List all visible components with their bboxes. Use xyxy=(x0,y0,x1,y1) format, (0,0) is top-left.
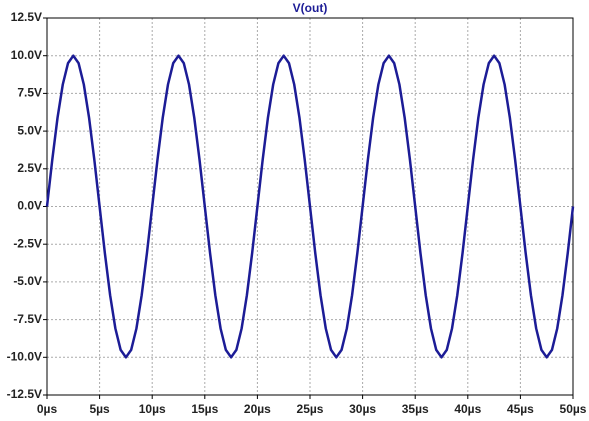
y-tick-label: -10.0V xyxy=(7,349,42,363)
y-tick-label: -5.0V xyxy=(13,274,42,288)
x-tick-label: 20µs xyxy=(244,402,271,416)
x-tick-label: 15µs xyxy=(191,402,218,416)
x-tick-label: 10µs xyxy=(139,402,166,416)
x-tick-label: 45µs xyxy=(507,402,534,416)
trace xyxy=(45,54,575,359)
y-tick-label: -2.5V xyxy=(13,236,42,250)
x-tick-label: 5µs xyxy=(89,402,110,416)
x-tick-label: 0µs xyxy=(37,402,58,416)
trace-label: V(out) xyxy=(293,1,328,15)
y-tick-label: 12.5V xyxy=(11,10,42,24)
x-tick-label: 30µs xyxy=(349,402,376,416)
y-tick-label: -12.5V xyxy=(7,387,42,401)
y-tick-label: 5.0V xyxy=(17,123,42,137)
x-tick-label: 25µs xyxy=(297,402,324,416)
y-tick-label: 7.5V xyxy=(17,86,42,100)
x-tick-label: 50µs xyxy=(560,402,587,416)
y-tick-label: 2.5V xyxy=(17,161,42,175)
x-tick-label: 35µs xyxy=(402,402,429,416)
y-tick-label: 0.0V xyxy=(17,199,42,213)
x-tick-label: 40µs xyxy=(454,402,481,416)
y-tick-label: 10.0V xyxy=(11,48,42,62)
y-tick-label: -7.5V xyxy=(13,312,42,326)
